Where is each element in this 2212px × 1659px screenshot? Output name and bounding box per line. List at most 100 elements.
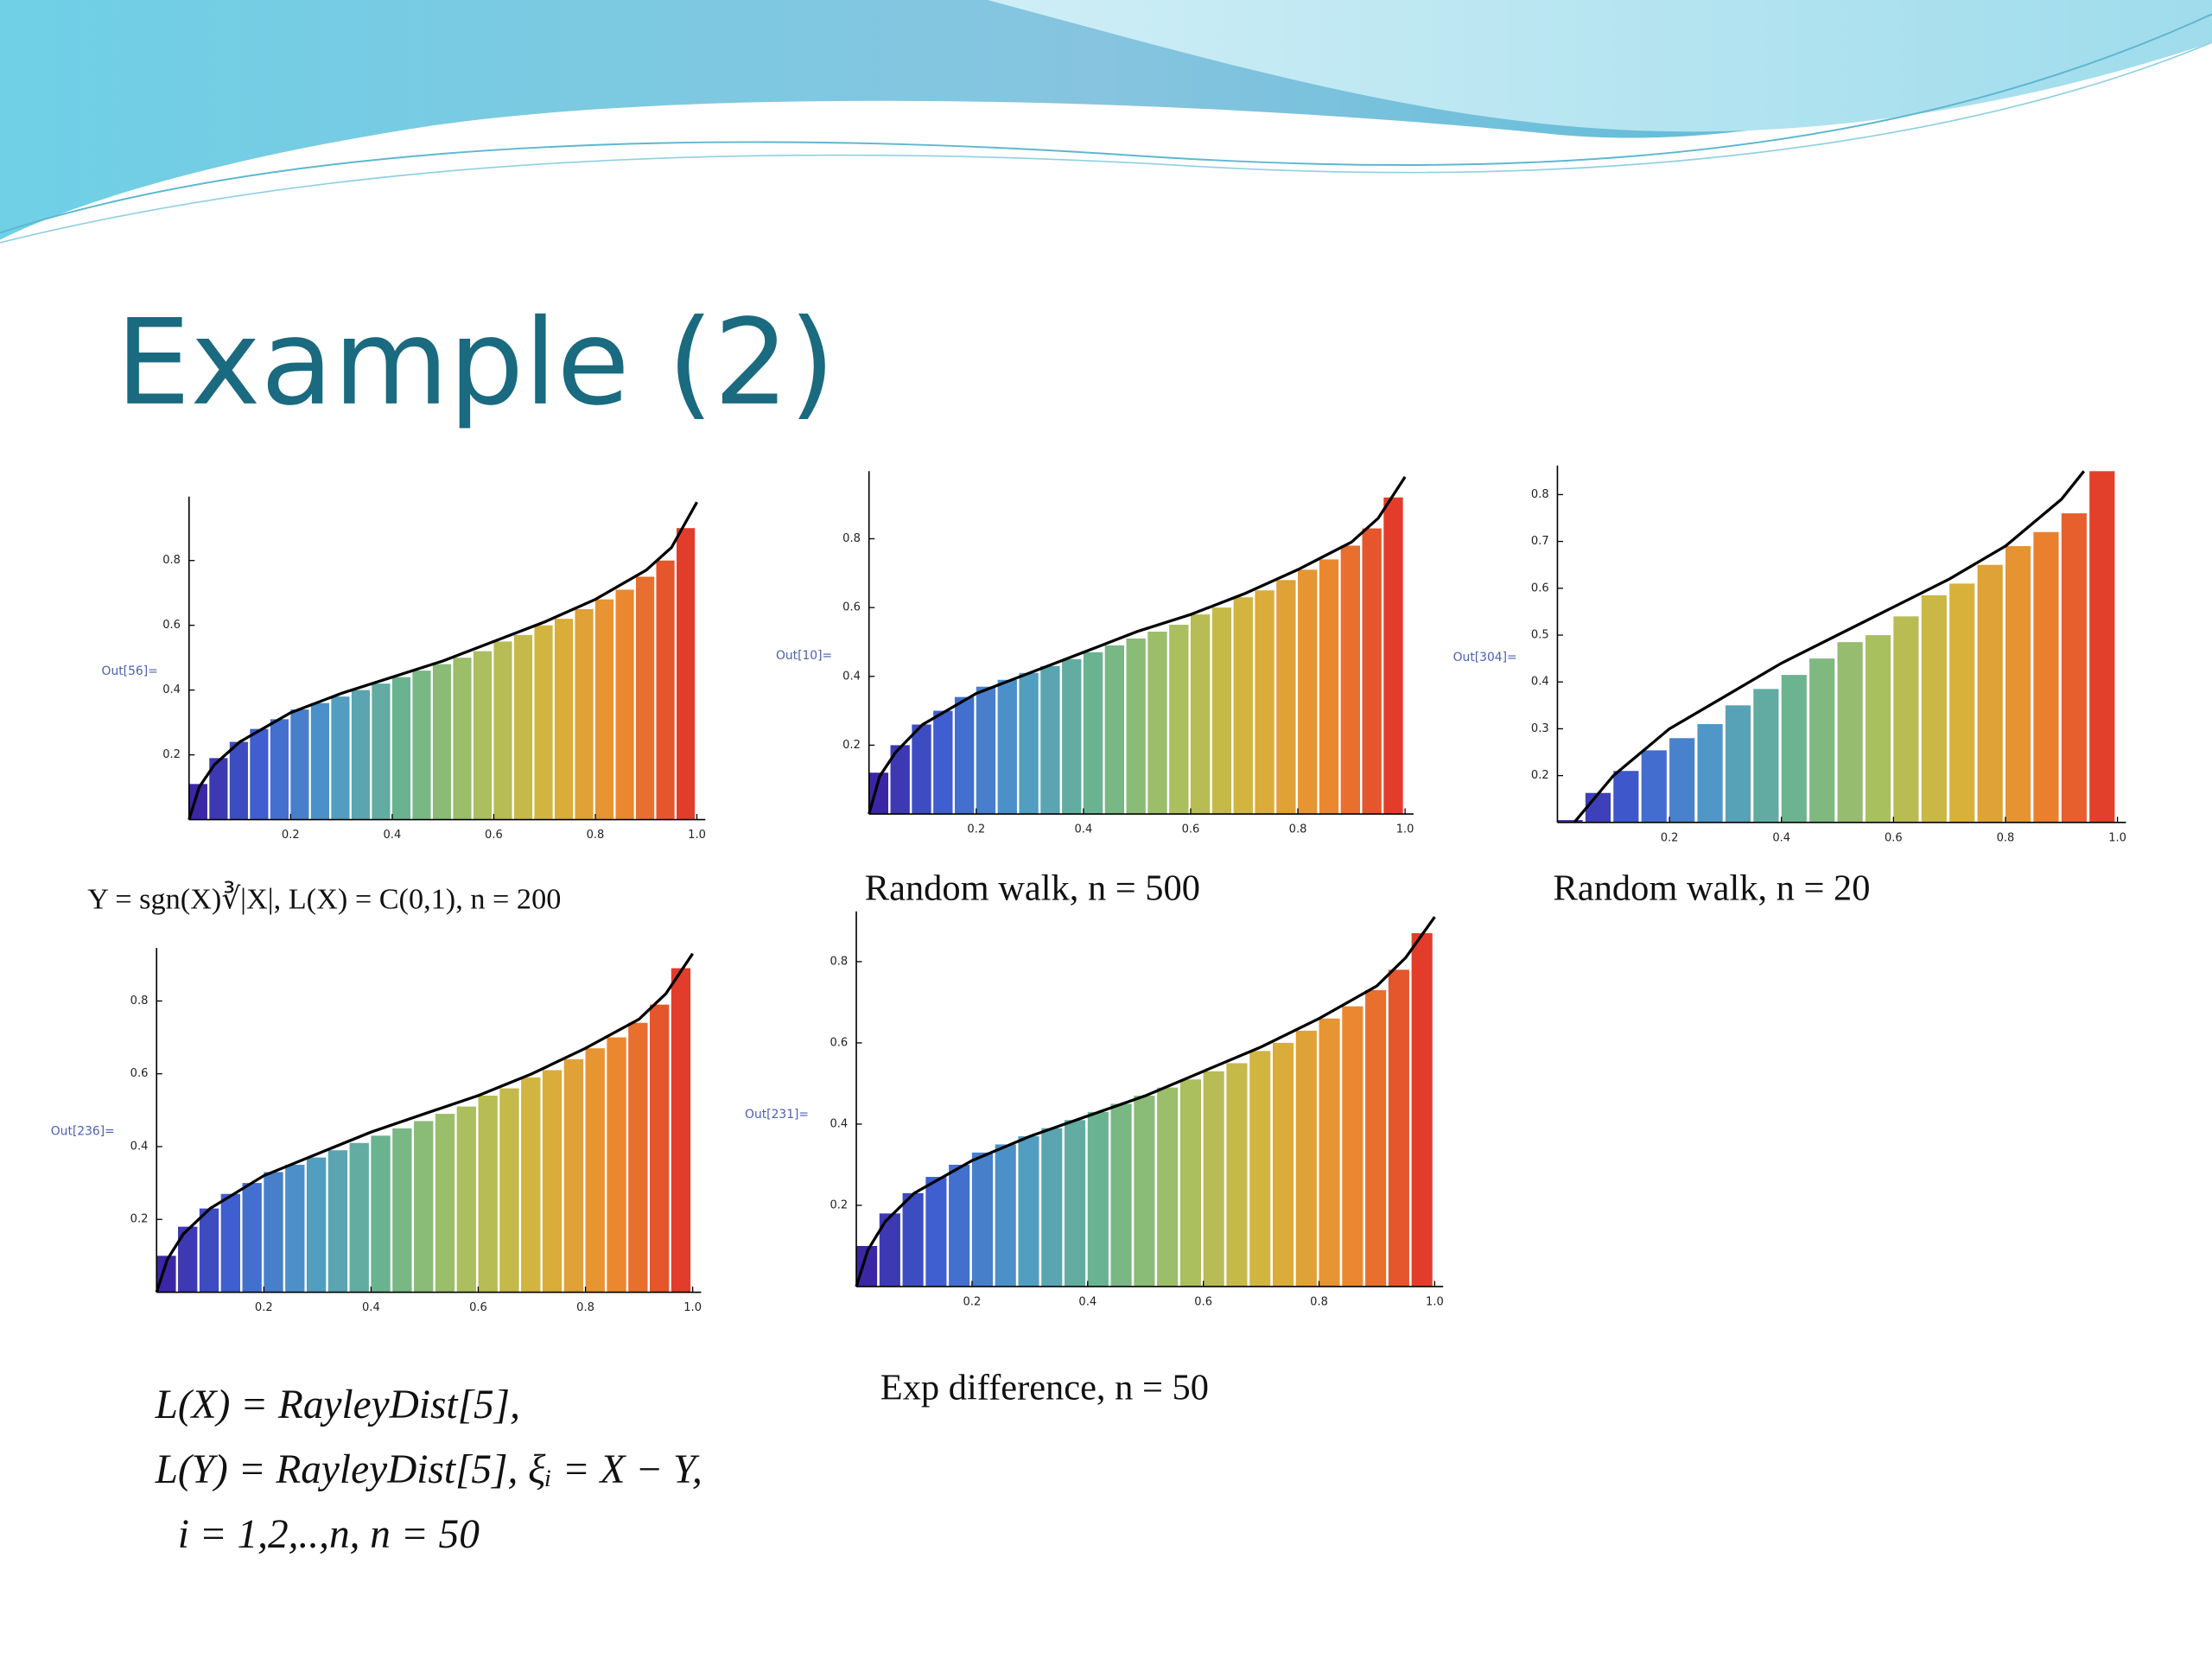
bar [1179, 1079, 1201, 1287]
header-wave-light [987, 0, 2212, 132]
bar [1062, 658, 1082, 815]
bar [1669, 738, 1695, 823]
bar [1110, 1103, 1132, 1287]
bar [493, 641, 512, 820]
bar [310, 702, 329, 820]
y-tick-label: 0.8 [842, 532, 861, 545]
bar [949, 1164, 970, 1287]
bar [933, 710, 953, 815]
chart-caption: Y = sgn(X)∛|X|, L(X) = C(0,1), n = 200 [87, 881, 561, 915]
x-tick-label: 1.0 [1426, 1295, 1444, 1308]
bar [615, 589, 634, 820]
bar [554, 619, 574, 820]
bar [997, 679, 1017, 815]
chart-caption: Random walk, n = 500 [865, 868, 1200, 909]
curve [855, 916, 1436, 1287]
bar [1809, 658, 1835, 823]
bar [585, 1048, 605, 1293]
bar [1249, 1051, 1271, 1287]
bar [478, 1095, 498, 1293]
bar [1298, 569, 1318, 815]
bar [178, 1226, 198, 1293]
bar [1641, 750, 1667, 823]
bar [1921, 594, 1947, 823]
bar [220, 1193, 241, 1293]
bar [534, 625, 553, 820]
header-line [0, 41, 2212, 244]
bar [868, 772, 889, 815]
bar [1233, 597, 1253, 815]
bar [1613, 771, 1639, 823]
bar [1781, 675, 1807, 823]
bar [1319, 1018, 1340, 1287]
y-tick-label: 0.4 [830, 1117, 848, 1130]
bar [1725, 705, 1751, 823]
bar [1190, 614, 1211, 815]
bar [270, 719, 289, 820]
bar [2033, 531, 2059, 823]
y-tick-label: 0.8 [830, 955, 848, 968]
bar [351, 690, 371, 820]
bar [1342, 1006, 1363, 1287]
bar [290, 709, 309, 820]
x-tick-label: 0.6 [1885, 831, 1903, 844]
y-tick-label: 0.2 [1531, 769, 1549, 782]
x-tick-label: 1.0 [688, 829, 706, 842]
bar [1203, 1071, 1224, 1287]
bar [925, 1177, 947, 1287]
bar [264, 1172, 283, 1293]
x-tick-label: 0.8 [1997, 831, 2015, 844]
x-tick-label: 0.6 [1182, 823, 1200, 836]
out-label: Out[231]= [745, 1108, 809, 1122]
bar [1295, 1030, 1317, 1287]
bar [890, 745, 910, 815]
bar [1041, 1128, 1063, 1287]
bar [209, 758, 228, 820]
bar [650, 1004, 670, 1293]
bar [542, 1070, 563, 1293]
bar [414, 1121, 434, 1293]
bar [1865, 635, 1891, 823]
out-label: Out[304]= [1453, 651, 1517, 664]
bar [594, 599, 614, 820]
bar [1040, 665, 1060, 815]
bar [2089, 471, 2115, 823]
chart: 0.2 0.4 0.6 0.8 0.2 0.4 0.6 0.8 1.0 Out[231]= Exp … [741, 910, 1455, 1408]
bar [372, 683, 391, 820]
bar [1087, 1111, 1109, 1287]
y-tick-label: 0.8 [130, 995, 149, 1007]
x-tick-label: 1.0 [683, 1301, 702, 1314]
bar [1362, 528, 1382, 815]
x-tick-label: 0.8 [1289, 823, 1307, 836]
bar [1383, 497, 1403, 815]
bar [1411, 933, 1433, 1287]
curve [188, 501, 698, 821]
x-tick-label: 0.8 [587, 829, 605, 842]
y-tick-label: 0.6 [830, 1036, 848, 1049]
curve [1573, 470, 2086, 823]
bar [306, 1157, 327, 1293]
bar [1147, 632, 1167, 815]
bar [1949, 583, 1975, 823]
curve [868, 475, 1407, 815]
bar [677, 528, 696, 820]
bar [912, 724, 931, 815]
x-tick-label: 0.4 [384, 829, 402, 842]
bar [456, 1106, 476, 1293]
x-tick-label: 0.4 [1075, 823, 1093, 836]
bar [199, 1208, 219, 1293]
bar [392, 1128, 412, 1293]
x-tick-label: 0.2 [282, 829, 300, 842]
bar [1697, 724, 1723, 823]
out-label: Out[10]= [776, 649, 832, 663]
x-tick-label: 0.6 [1194, 1295, 1212, 1308]
slide-title: Example (2) [116, 295, 836, 432]
bar [331, 696, 350, 820]
bar [285, 1165, 305, 1293]
bar [1169, 625, 1189, 815]
chart-caption: L(Y) = RayleyDist[5], ξᵢ = X − Y, [155, 1447, 702, 1492]
bar [391, 677, 411, 820]
bar [473, 651, 493, 820]
bar [521, 1077, 541, 1293]
